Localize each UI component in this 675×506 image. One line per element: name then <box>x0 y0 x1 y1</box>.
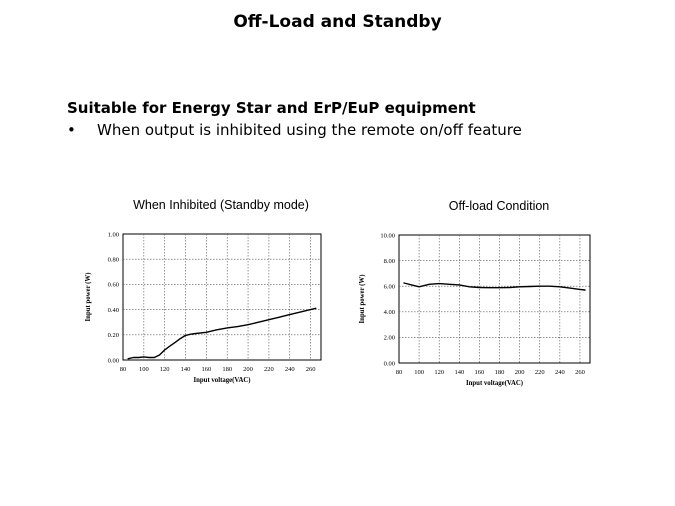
x-tick-label: 180 <box>222 366 232 373</box>
y-tick-label: 0.60 <box>108 282 119 289</box>
x-tick-label: 160 <box>201 366 211 373</box>
y-tick-label: 8.00 <box>384 258 395 265</box>
series-line <box>127 307 317 360</box>
x-tick-label: 200 <box>515 369 525 376</box>
y-tick-label: 1.00 <box>108 231 119 238</box>
section-heading: Suitable for Energy Star and ErP/EuP equ… <box>67 99 476 117</box>
y-tick-label: 0.00 <box>384 360 395 367</box>
chart-title: Off-load Condition <box>449 199 550 213</box>
x-tick-label: 100 <box>139 366 149 373</box>
series-line <box>403 282 586 291</box>
x-tick-label: 120 <box>160 366 170 373</box>
x-tick-label: 200 <box>243 366 253 373</box>
y-tick-label: 0.80 <box>108 257 119 264</box>
x-tick-label: 260 <box>575 369 585 376</box>
y-tick-label: 0.00 <box>108 357 119 364</box>
y-axis-label: Input power (W) <box>85 273 92 322</box>
bullet-item: • When output is inhibited using the remo… <box>67 121 522 139</box>
x-tick-label: 100 <box>414 369 424 376</box>
plot-frame <box>398 234 591 364</box>
y-tick-label: 0.20 <box>108 332 119 339</box>
y-tick-label: 2.00 <box>384 335 395 342</box>
x-tick-label: 80 <box>396 369 403 376</box>
y-axis-label: Input power (W) <box>359 275 366 324</box>
x-tick-label: 240 <box>555 369 565 376</box>
x-tick-label: 220 <box>535 369 545 376</box>
x-tick-label: 140 <box>454 369 464 376</box>
plot-frame <box>122 233 322 361</box>
bullet-text: When output is inhibited using the remot… <box>97 121 522 139</box>
x-tick-label: 180 <box>495 369 505 376</box>
x-axis-label: Input voltage(VAC) <box>466 380 523 387</box>
x-tick-label: 120 <box>434 369 444 376</box>
bullet-mark: • <box>67 121 76 139</box>
chart-title: When Inhibited (Standby mode) <box>133 198 309 212</box>
slide-title: Off-Load and Standby <box>233 12 442 32</box>
x-tick-label: 220 <box>264 366 274 373</box>
x-tick-label: 160 <box>475 369 485 376</box>
y-tick-label: 0.40 <box>108 307 119 314</box>
y-tick-label: 4.00 <box>384 309 395 316</box>
x-tick-label: 140 <box>181 366 191 373</box>
x-axis-label: Input voltage(VAC) <box>193 377 250 384</box>
x-tick-label: 80 <box>120 366 127 373</box>
x-tick-label: 240 <box>285 366 295 373</box>
x-tick-label: 260 <box>306 366 316 373</box>
y-tick-label: 10.00 <box>380 232 395 239</box>
y-tick-label: 6.00 <box>384 284 395 291</box>
